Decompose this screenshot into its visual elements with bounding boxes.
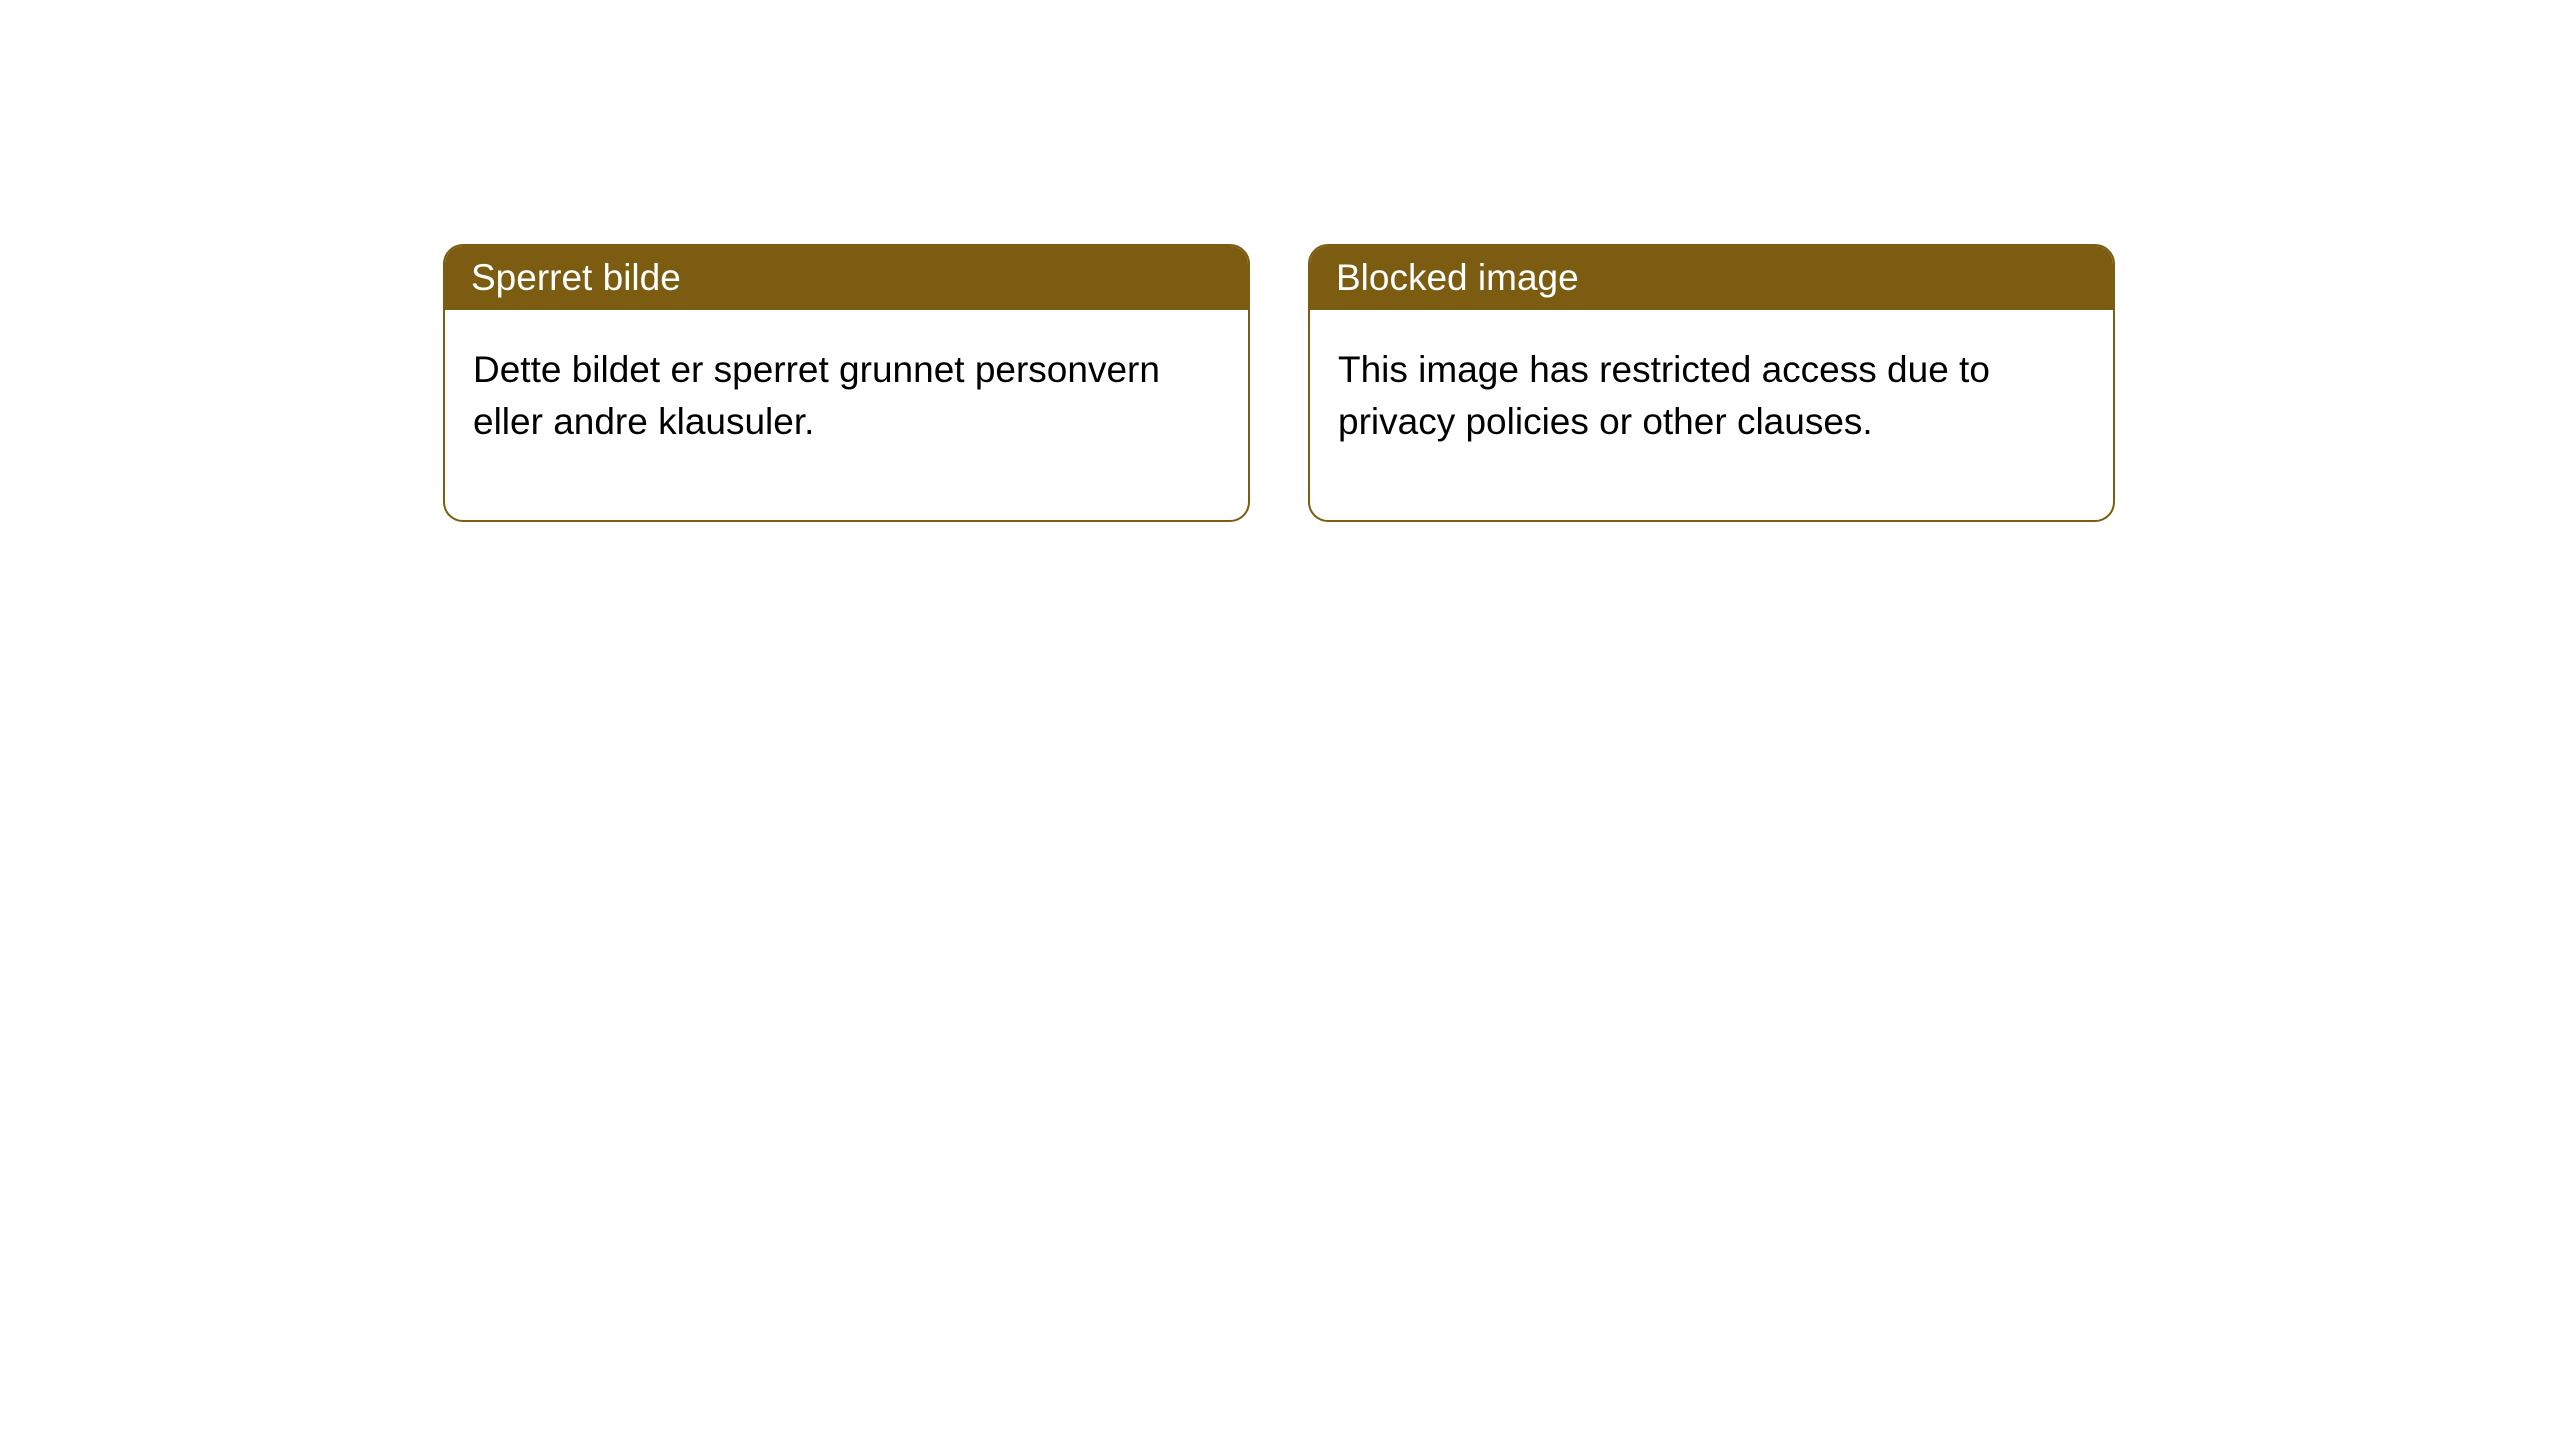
notice-container: Sperret bilde Dette bildet er sperret gr…	[0, 0, 2560, 522]
notice-title: Sperret bilde	[445, 246, 1248, 310]
notice-body: This image has restricted access due to …	[1310, 310, 2113, 520]
notice-card-norwegian: Sperret bilde Dette bildet er sperret gr…	[443, 244, 1250, 522]
notice-card-english: Blocked image This image has restricted …	[1308, 244, 2115, 522]
notice-title: Blocked image	[1310, 246, 2113, 310]
notice-body: Dette bildet er sperret grunnet personve…	[445, 310, 1248, 520]
